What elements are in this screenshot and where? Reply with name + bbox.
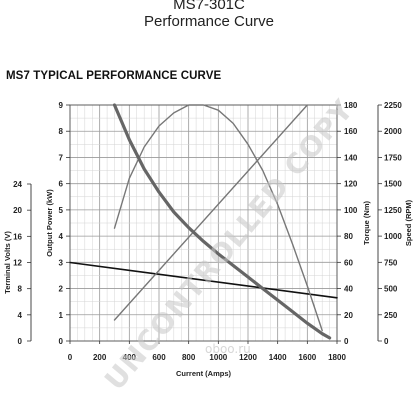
torque-tick-label: 0 — [344, 337, 349, 346]
torque-axis-label: Torque (Nm) — [362, 200, 371, 245]
x-tick-label: 1200 — [239, 353, 257, 362]
x-tick-label: 1000 — [209, 353, 227, 362]
watermark: UNCONTROLLED COPY oboo.ru — [98, 93, 360, 396]
power-tick-label: 2 — [59, 285, 64, 294]
torque-tick-label: 160 — [344, 127, 358, 136]
chart-axes: 0 200 400 600 800 1000 1200 1400 1600 1800Current… — [3, 101, 413, 378]
page-header: MS7-301C Performance Curve — [0, 0, 418, 30]
torque-tick-label: 40 — [344, 285, 353, 294]
torque-tick-label: 100 — [344, 206, 358, 215]
power-tick-label: 9 — [59, 101, 64, 110]
x-tick-label: 0 — [68, 353, 73, 362]
volts-axis-label: Terminal Volts (V) — [3, 231, 12, 294]
speed-tick-label: 1500 — [384, 180, 402, 189]
torque-tick-label: 20 — [344, 311, 353, 320]
power-tick-label: 4 — [59, 232, 64, 241]
x-tick-label: 1800 — [328, 353, 346, 362]
speed-tick-label: 1000 — [384, 232, 402, 241]
power-tick-label: 1 — [59, 311, 64, 320]
volts-tick-label: 12 — [13, 259, 22, 268]
volts-tick-label: 16 — [13, 232, 22, 241]
volts-tick-label: 8 — [18, 285, 23, 294]
torque-tick-label: 140 — [344, 153, 358, 162]
torque-tick-label: 80 — [344, 232, 353, 241]
speed-tick-label: 0 — [384, 337, 389, 346]
speed-tick-label: 750 — [384, 258, 398, 267]
speed-tick-label: 2000 — [384, 127, 402, 136]
watermark-small-text: oboo.ru — [205, 342, 251, 356]
volts-tick-label: 20 — [13, 206, 22, 215]
speed-tick-label: 250 — [384, 311, 398, 320]
power-tick-label: 3 — [59, 258, 64, 267]
power-tick-label: 5 — [59, 206, 64, 215]
series-line-power — [113, 104, 323, 332]
chart-series — [69, 103, 338, 340]
speed-tick-label: 1250 — [384, 206, 402, 215]
speed-tick-label: 2250 — [384, 101, 402, 110]
volts-tick-label: 4 — [18, 311, 23, 320]
document-subtitle: Performance Curve — [143, 13, 275, 30]
power-tick-label: 0 — [59, 337, 64, 346]
x-tick-label: 200 — [93, 353, 107, 362]
x-axis-label: Current (Amps) — [176, 369, 232, 378]
x-tick-label: 800 — [182, 353, 196, 362]
torque-tick-label: 180 — [344, 101, 358, 110]
power-tick-label: 7 — [59, 153, 64, 162]
chart-heading: MS7 TYPICAL PERFORMANCE CURVE — [6, 70, 222, 82]
x-tick-label: 1600 — [298, 353, 316, 362]
series-line-speed — [112, 103, 332, 340]
x-tick-label: 600 — [152, 353, 166, 362]
speed-tick-label: 1750 — [384, 153, 402, 162]
x-tick-label: 1400 — [269, 353, 287, 362]
series-line-volts — [69, 261, 338, 299]
speed-axis-label: Speed (RPM) — [404, 199, 413, 246]
power-tick-label: 6 — [59, 180, 64, 189]
document-title: MS7-301C — [173, 0, 245, 13]
volts-tick-label: 24 — [13, 180, 22, 189]
torque-tick-label: 60 — [344, 258, 353, 267]
x-tick-label: 400 — [123, 353, 137, 362]
speed-tick-label: 500 — [384, 285, 398, 294]
power-tick-label: 8 — [59, 127, 64, 136]
power-axis-label: Output Power (kW) — [45, 189, 54, 257]
torque-tick-label: 120 — [344, 180, 358, 189]
series-line-torque — [113, 104, 308, 321]
volts-tick-label: 0 — [18, 337, 23, 346]
